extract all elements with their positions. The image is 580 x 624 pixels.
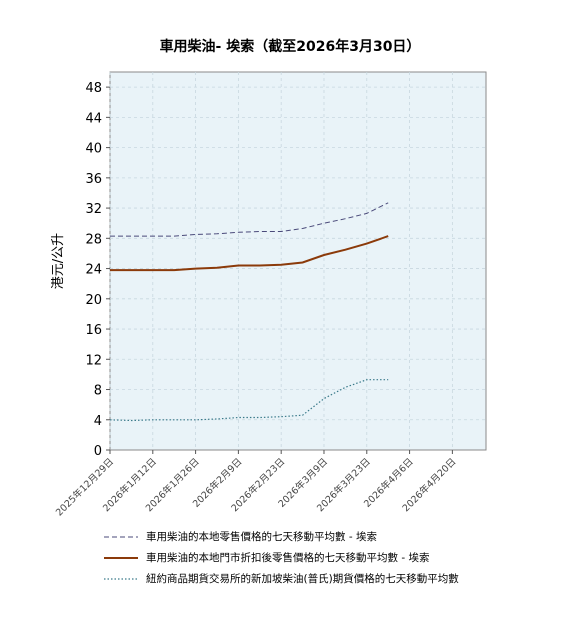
series-line-1 — [110, 202, 389, 237]
y-tick-label: 24 — [85, 263, 102, 278]
series-line-3 — [109, 379, 389, 422]
series-line-2 — [110, 235, 389, 272]
y-tick-label: 36 — [85, 172, 102, 187]
y-tick-label: 4 — [94, 414, 102, 429]
y-tick-label: 44 — [85, 111, 102, 126]
legend-swatch — [104, 577, 138, 580]
legend-label: 車用柴油的本地門市折扣後零售價格的七天移動平均數 - 埃索 — [146, 552, 430, 564]
plot-area — [109, 71, 487, 451]
y-tick-label: 28 — [85, 232, 102, 247]
y-tick-label: 0 — [94, 444, 102, 459]
y-tick-label: 20 — [85, 293, 102, 308]
chart-legend: 車用柴油的本地零售價格的七天移動平均數 - 埃索車用柴油的本地門市折扣後零售價格… — [104, 526, 459, 589]
legend-swatch — [104, 556, 138, 559]
legend-label: 車用柴油的本地零售價格的七天移動平均數 - 埃索 — [146, 531, 377, 543]
y-axis-label: 港元/公升 — [51, 233, 66, 289]
y-tick-label: 8 — [94, 384, 102, 399]
legend-item: 紐約商品期貨交易所的新加坡柴油(普氏)期貨價格的七天移動平均數 — [104, 568, 459, 589]
y-tick-label: 32 — [85, 202, 102, 217]
legend-item: 車用柴油的本地零售價格的七天移動平均數 - 埃索 — [104, 526, 459, 547]
y-tick-label: 12 — [85, 353, 102, 368]
y-tick-label: 16 — [85, 323, 102, 338]
legend-label: 紐約商品期貨交易所的新加坡柴油(普氏)期貨價格的七天移動平均數 — [146, 573, 459, 585]
legend-item: 車用柴油的本地門市折扣後零售價格的七天移動平均數 - 埃索 — [104, 547, 459, 568]
chart-title: 車用柴油- 埃索（截至2026年3月30日） — [159, 39, 421, 55]
y-tick-label: 40 — [85, 142, 102, 157]
y-tick-label: 48 — [85, 81, 102, 96]
legend-swatch — [104, 536, 138, 537]
